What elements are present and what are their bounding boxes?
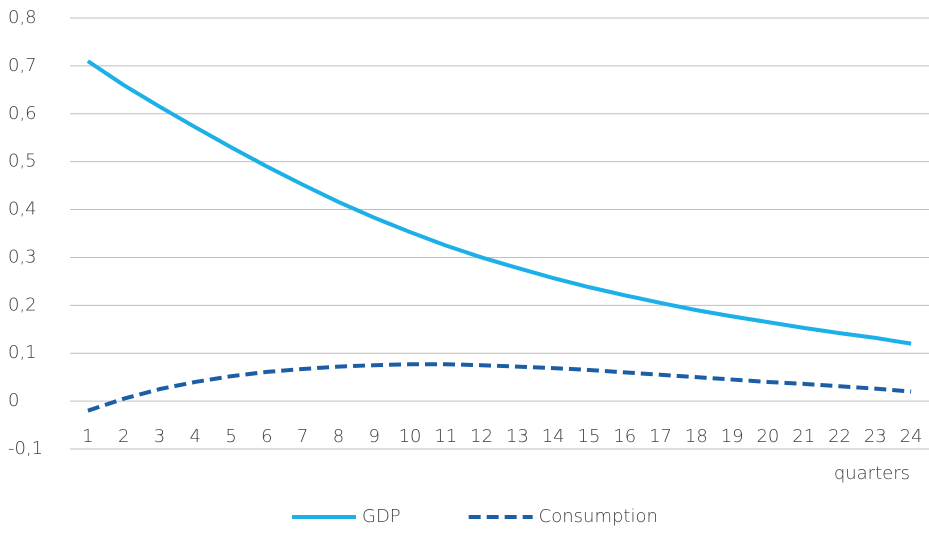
x-tick-label: 16 xyxy=(613,426,636,447)
y-tick-label: 0,1 xyxy=(8,342,37,363)
series-line xyxy=(86,59,912,346)
x-tick-label: 5 xyxy=(225,426,236,447)
x-tick-label: 4 xyxy=(190,426,201,447)
x-tick-label: 8 xyxy=(333,426,344,447)
x-tick-label: 14 xyxy=(542,426,565,447)
x-tick-label: 21 xyxy=(792,426,815,447)
x-axis-label: quarters xyxy=(834,463,910,484)
x-tick-label: 1 xyxy=(82,426,93,447)
x-tick-label: 10 xyxy=(399,426,422,447)
x-tick-label: 6 xyxy=(261,426,272,447)
y-tick-label: 0,7 xyxy=(8,55,37,76)
x-tick-label: 17 xyxy=(649,426,672,447)
x-tick-label: 13 xyxy=(506,426,529,447)
y-tick-label: 0,2 xyxy=(8,294,37,315)
legend-label: Consumption xyxy=(539,506,658,527)
series-line xyxy=(87,362,912,413)
legend-label: GDP xyxy=(362,506,401,527)
x-tick-label: 11 xyxy=(434,426,457,447)
x-tick-label: 15 xyxy=(578,426,601,447)
y-tick-label: 0,5 xyxy=(8,151,37,172)
y-tick-label: 0,4 xyxy=(8,199,37,220)
x-tick-label: 2 xyxy=(118,426,129,447)
y-tick-label: -0,1 xyxy=(8,438,43,459)
x-tick-label: 23 xyxy=(864,426,887,447)
y-tick-label: 0,6 xyxy=(8,103,37,124)
x-tick-label: 20 xyxy=(756,426,779,447)
y-tick-label: 0,3 xyxy=(8,246,37,267)
x-tick-label: 3 xyxy=(154,426,165,447)
x-tick-label: 9 xyxy=(369,426,380,447)
x-tick-label: 18 xyxy=(685,426,708,447)
y-tick-label: 0 xyxy=(8,390,19,411)
y-tick-label: 0,8 xyxy=(8,7,37,28)
x-tick-label: 7 xyxy=(297,426,308,447)
x-tick-label: 22 xyxy=(828,426,851,447)
x-tick-label: 12 xyxy=(470,426,493,447)
x-tick-label: 24 xyxy=(900,426,923,447)
x-tick-label: 19 xyxy=(721,426,744,447)
